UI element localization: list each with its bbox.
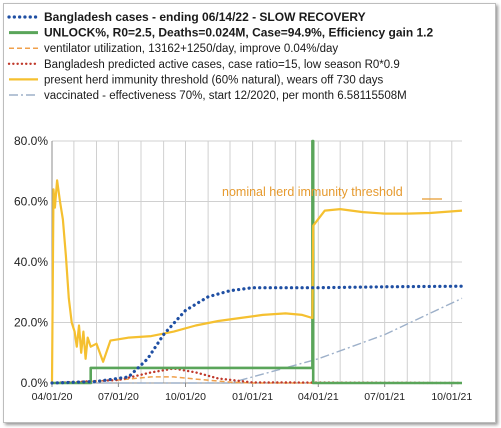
grid — [52, 140, 462, 383]
chart-frame: Bangladesh cases - ending 06/14/22 - SLO… — [3, 3, 496, 423]
series-line-5 — [52, 297, 463, 384]
y-tick-label: 60.0% — [14, 195, 48, 209]
legend-label-0: Bangladesh cases - ending 06/14/22 - SLO… — [44, 10, 366, 24]
series-line-0 — [50, 284, 464, 385]
y-tick-label: 40.0% — [14, 255, 48, 269]
legend-label-1: UNLOCK%, R0=2.5, Deaths=0.024M, Case=94.… — [44, 26, 434, 40]
y-tick-label: 80.0% — [14, 134, 48, 148]
legend: Bangladesh cases - ending 06/14/22 - SLO… — [7, 10, 434, 102]
x-tick-label: 01/01/21 — [232, 391, 273, 403]
legend-label-3: Bangladesh predicted active cases, case … — [44, 59, 400, 71]
annotations: nominal herd immunity threshold — [222, 185, 442, 200]
series-layer — [50, 139, 464, 385]
series-line-3 — [50, 367, 464, 385]
x-tick-label: 04/01/21 — [298, 391, 339, 403]
axes: 0.0% 20.0% 40.0% 60.0% 80.0% 04/01/20 07/01/20… — [14, 134, 472, 403]
x-tick-label: 07/01/20 — [98, 391, 139, 403]
legend-label-5: vaccinated - effectiveness 70%, start 12… — [44, 90, 407, 102]
legend-label-4: present herd immunity threshold (60% nat… — [44, 74, 383, 86]
y-tick-label: 0.0% — [21, 376, 49, 390]
x-tick-label: 10/01/20 — [165, 391, 206, 403]
chart-canvas: Bangladesh cases - ending 06/14/22 - SLO… — [7, 10, 472, 403]
legend-label-2: ventilator utilization, 13162+1250/day, … — [44, 43, 338, 55]
x-tick-label: 07/01/21 — [364, 391, 405, 403]
x-tick-label: 04/01/20 — [32, 391, 73, 403]
series-line-4 — [50, 179, 463, 384]
y-tick-label: 20.0% — [14, 316, 48, 330]
herd-immunity-annotation: nominal herd immunity threshold — [222, 185, 403, 199]
x-tick-label: 10/01/21 — [431, 391, 472, 403]
